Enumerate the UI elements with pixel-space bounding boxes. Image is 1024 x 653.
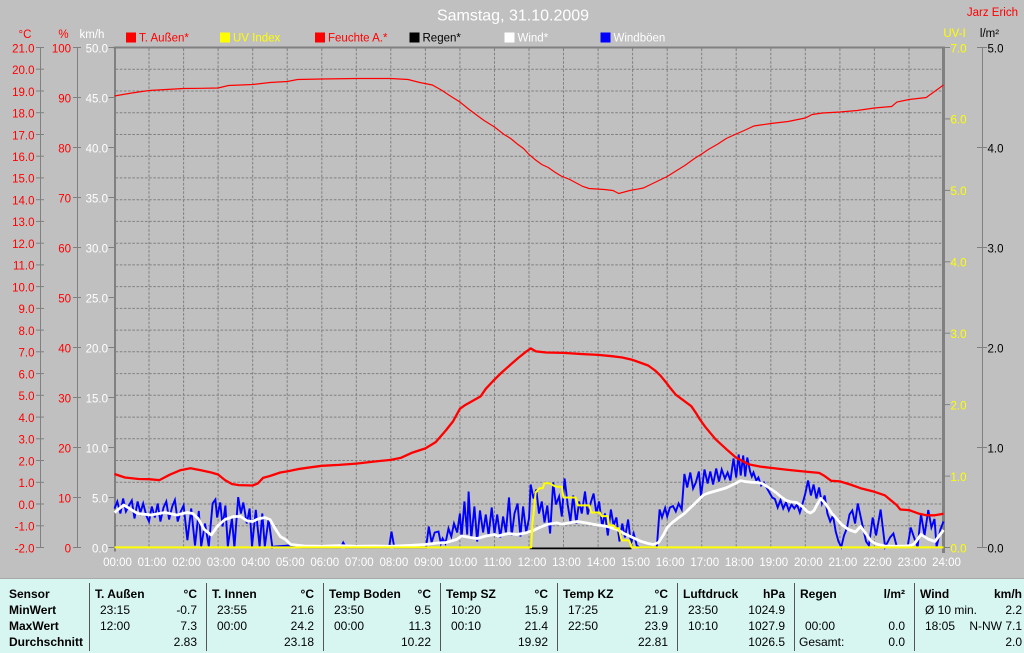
svg-text:Regen*: Regen* — [423, 33, 462, 45]
svg-text:2.0: 2.0 — [988, 343, 1004, 355]
svg-text:%: % — [58, 29, 68, 41]
svg-text:16.0: 16.0 — [12, 152, 34, 164]
svg-text:17:00: 17:00 — [690, 557, 719, 569]
svg-text:8.0: 8.0 — [19, 326, 35, 338]
svg-text:11.0: 11.0 — [13, 261, 35, 273]
svg-text:18:00: 18:00 — [725, 557, 754, 569]
svg-text:°C: °C — [19, 29, 32, 41]
svg-text:km/h: km/h — [80, 29, 105, 41]
svg-text:40.0: 40.0 — [86, 143, 108, 155]
svg-text:100: 100 — [52, 43, 71, 55]
svg-text:7.0: 7.0 — [951, 43, 967, 55]
svg-text:7.0: 7.0 — [19, 348, 35, 360]
svg-text:30: 30 — [58, 393, 71, 405]
svg-text:-2.0: -2.0 — [15, 543, 35, 555]
svg-text:20:00: 20:00 — [794, 557, 823, 569]
svg-text:11:00: 11:00 — [483, 557, 511, 569]
svg-text:14:00: 14:00 — [587, 557, 616, 569]
svg-text:24:00: 24:00 — [932, 557, 961, 569]
svg-text:1.0: 1.0 — [988, 443, 1004, 455]
svg-text:4.0: 4.0 — [988, 143, 1004, 155]
svg-text:0.0: 0.0 — [951, 543, 967, 555]
svg-text:UV Index: UV Index — [233, 33, 281, 45]
svg-text:Windböen: Windböen — [614, 33, 666, 45]
svg-text:Samstag, 31.10.2009: Samstag, 31.10.2009 — [437, 8, 589, 25]
svg-text:21.0: 21.0 — [12, 43, 34, 55]
svg-text:15:00: 15:00 — [621, 557, 650, 569]
svg-text:5.0: 5.0 — [988, 43, 1004, 55]
svg-text:40: 40 — [58, 343, 71, 355]
svg-text:80: 80 — [58, 143, 71, 155]
svg-text:4.0: 4.0 — [951, 258, 967, 270]
svg-text:03:00: 03:00 — [207, 557, 236, 569]
svg-text:15.0: 15.0 — [86, 393, 108, 405]
svg-text:1.0: 1.0 — [951, 472, 967, 484]
svg-text:10:00: 10:00 — [449, 557, 478, 569]
svg-text:09:00: 09:00 — [414, 557, 443, 569]
svg-text:13:00: 13:00 — [552, 557, 581, 569]
svg-text:0.0: 0.0 — [19, 500, 35, 512]
svg-text:22:00: 22:00 — [863, 557, 892, 569]
svg-text:15.0: 15.0 — [12, 174, 34, 186]
svg-text:90: 90 — [58, 93, 71, 105]
svg-text:Jarz Erich: Jarz Erich — [967, 7, 1018, 19]
svg-text:60: 60 — [58, 243, 71, 255]
svg-text:2.0: 2.0 — [19, 456, 35, 468]
svg-text:35.0: 35.0 — [86, 193, 108, 205]
svg-text:70: 70 — [58, 193, 71, 205]
svg-text:50.0: 50.0 — [86, 43, 108, 55]
svg-text:10.0: 10.0 — [12, 282, 34, 294]
svg-text:3.0: 3.0 — [988, 243, 1004, 255]
svg-text:19:00: 19:00 — [759, 557, 788, 569]
svg-text:04:00: 04:00 — [241, 557, 270, 569]
svg-text:-1.0: -1.0 — [15, 522, 35, 534]
svg-text:20.0: 20.0 — [12, 65, 34, 77]
svg-text:13.0: 13.0 — [12, 217, 34, 229]
svg-text:50: 50 — [58, 293, 71, 305]
svg-text:19.0: 19.0 — [12, 87, 34, 99]
svg-text:23:00: 23:00 — [898, 557, 927, 569]
svg-text:16:00: 16:00 — [656, 557, 685, 569]
svg-text:1.0: 1.0 — [19, 478, 35, 490]
svg-text:2.0: 2.0 — [951, 400, 967, 412]
svg-text:20.0: 20.0 — [86, 343, 108, 355]
svg-text:25.0: 25.0 — [86, 293, 108, 305]
svg-text:5.0: 5.0 — [19, 391, 35, 403]
svg-text:02:00: 02:00 — [172, 557, 201, 569]
svg-text:07:00: 07:00 — [345, 557, 374, 569]
svg-text:Feuchte A.*: Feuchte A.* — [328, 33, 388, 45]
svg-text:4.0: 4.0 — [19, 413, 35, 425]
svg-text:0.0: 0.0 — [92, 543, 108, 555]
svg-text:18.0: 18.0 — [12, 109, 34, 121]
svg-text:05:00: 05:00 — [276, 557, 305, 569]
svg-text:12.0: 12.0 — [12, 239, 34, 251]
svg-text:3.0: 3.0 — [951, 329, 967, 341]
svg-text:Wind*: Wind* — [518, 33, 549, 45]
svg-text:10: 10 — [58, 493, 71, 505]
svg-text:21:00: 21:00 — [828, 557, 857, 569]
svg-text:08:00: 08:00 — [379, 557, 408, 569]
svg-text:6.0: 6.0 — [19, 369, 35, 381]
svg-text:12:00: 12:00 — [518, 557, 547, 569]
svg-text:5.0: 5.0 — [951, 186, 967, 198]
svg-text:30.0: 30.0 — [86, 243, 108, 255]
svg-text:10.0: 10.0 — [86, 443, 108, 455]
svg-text:l/m²: l/m² — [980, 28, 999, 40]
svg-text:14.0: 14.0 — [12, 196, 34, 208]
svg-text:0: 0 — [65, 543, 71, 555]
svg-text:0.0: 0.0 — [988, 543, 1004, 555]
svg-text:20: 20 — [58, 443, 71, 455]
svg-text:UV-I: UV-I — [943, 28, 965, 40]
svg-text:00:00: 00:00 — [103, 557, 132, 569]
svg-text:9.0: 9.0 — [19, 304, 35, 316]
svg-text:6.0: 6.0 — [951, 115, 967, 127]
svg-text:17.0: 17.0 — [12, 130, 34, 142]
svg-text:3.0: 3.0 — [19, 435, 35, 447]
svg-text:5.0: 5.0 — [92, 493, 108, 505]
svg-text:06:00: 06:00 — [310, 557, 339, 569]
svg-text:T. Außen*: T. Außen* — [139, 33, 189, 45]
svg-text:01:00: 01:00 — [138, 557, 167, 569]
svg-text:45.0: 45.0 — [86, 93, 108, 105]
